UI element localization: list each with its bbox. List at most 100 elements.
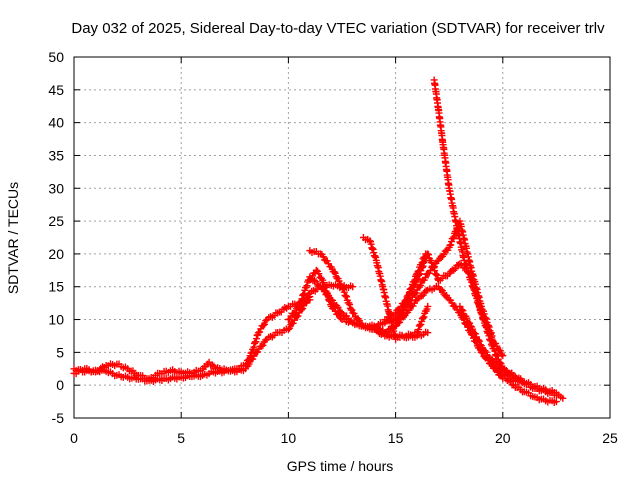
data-point	[312, 278, 320, 286]
data-point	[419, 291, 427, 299]
data-point	[418, 317, 426, 325]
data-point	[418, 259, 426, 267]
data-point	[493, 352, 501, 360]
data-point	[463, 314, 471, 322]
data-point	[447, 268, 455, 276]
x-tick-label: 20	[495, 430, 511, 446]
ticks: 0 5 10 15 20 25 -5 0 5 10 15 20 25 30 35 40 45 50	[48, 49, 618, 446]
data-point	[259, 322, 267, 330]
data-point	[291, 308, 299, 316]
data-point	[506, 378, 514, 386]
data-point	[349, 283, 357, 291]
data-point	[335, 311, 343, 319]
data-point	[415, 322, 423, 330]
data-point	[419, 314, 427, 322]
y-tick-label: 40	[48, 115, 64, 131]
data-point	[392, 321, 400, 329]
data-point	[418, 292, 426, 300]
data-point	[350, 310, 358, 318]
y-tick-label: 30	[48, 180, 64, 196]
data-point	[334, 303, 342, 311]
data-point	[474, 336, 482, 344]
data-point	[491, 347, 499, 355]
data-points	[70, 76, 567, 407]
data-point	[395, 315, 403, 323]
data-point	[261, 320, 269, 328]
data-point	[319, 253, 327, 261]
chart-title: Day 032 of 2025, Sidereal Day-to-day VTE…	[71, 20, 605, 37]
y-tick-label: 45	[48, 82, 64, 98]
plot-frame	[73, 56, 611, 419]
data-point	[417, 320, 425, 328]
data-point	[422, 250, 430, 258]
y-tick-label: 35	[48, 147, 64, 163]
data-point	[437, 285, 445, 293]
data-point	[259, 341, 267, 349]
x-tick-label: 15	[388, 430, 404, 446]
series-track-13	[488, 355, 560, 397]
data-point	[439, 287, 446, 295]
series-track-10	[392, 250, 430, 330]
data-point	[315, 270, 323, 278]
data-point	[450, 233, 458, 241]
data-point	[405, 289, 413, 297]
data-point	[410, 278, 418, 286]
x-axis-title: GPS time / hours	[287, 458, 394, 474]
data-point	[505, 376, 513, 384]
y-axis-title: SDTVAR / TECUs	[5, 182, 21, 294]
y-tick-label: -5	[52, 410, 65, 426]
series-track-12	[456, 302, 560, 407]
data-point	[340, 288, 348, 296]
y-tick-label: 10	[48, 312, 64, 328]
grid	[74, 57, 610, 418]
data-point	[481, 347, 489, 355]
data-point	[459, 307, 467, 315]
data-point	[258, 342, 266, 350]
data-point	[337, 314, 345, 322]
data-point	[296, 302, 304, 310]
data-point	[414, 268, 422, 276]
data-point	[399, 302, 407, 310]
x-tick-label: 0	[70, 430, 78, 446]
y-tick-label: 15	[48, 279, 64, 295]
data-point	[415, 267, 423, 275]
data-point	[433, 271, 441, 279]
series-track-2	[70, 293, 314, 383]
data-point	[500, 372, 508, 380]
data-point	[245, 360, 253, 368]
data-point	[286, 324, 294, 332]
data-point	[449, 234, 457, 242]
data-point	[290, 310, 298, 318]
data-point	[472, 330, 480, 338]
data-point	[559, 394, 567, 402]
data-point	[432, 270, 440, 278]
data-point	[331, 269, 339, 277]
data-point	[303, 282, 311, 290]
data-point	[284, 325, 292, 333]
data-point	[306, 276, 314, 284]
data-point	[398, 306, 406, 314]
axes	[73, 56, 611, 419]
y-tick-label: 0	[56, 377, 64, 393]
data-point	[411, 276, 419, 284]
data-point	[286, 315, 294, 323]
data-point	[208, 361, 216, 369]
data-point	[403, 293, 411, 301]
data-point	[421, 274, 429, 282]
data-point	[408, 284, 416, 292]
data-point	[302, 295, 310, 303]
data-point	[424, 329, 432, 337]
data-point	[342, 292, 350, 300]
data-point	[552, 389, 560, 397]
data-point	[407, 285, 415, 293]
y-tick-label: 25	[48, 213, 64, 229]
data-point	[421, 253, 429, 261]
data-point	[458, 306, 466, 314]
data-point	[250, 352, 258, 360]
y-tick-label: 50	[48, 49, 64, 65]
y-tick-label: 5	[56, 344, 64, 360]
data-point	[300, 296, 308, 304]
x-tick-label: 5	[177, 430, 185, 446]
